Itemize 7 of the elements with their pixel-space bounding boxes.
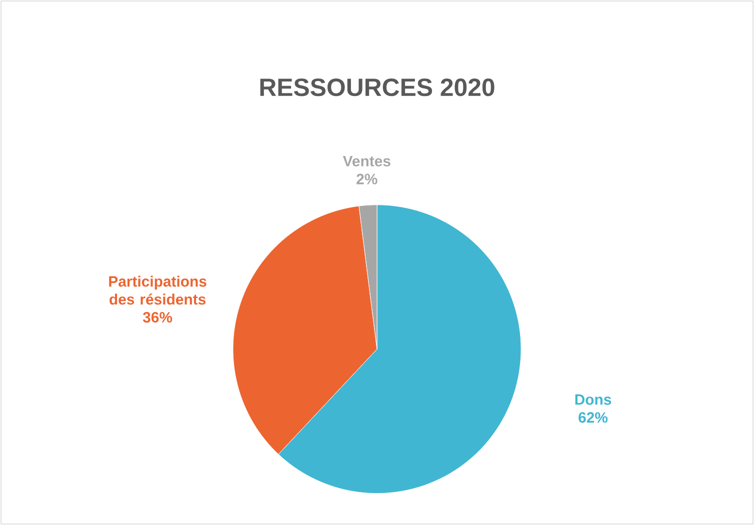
- data-label: 2%: [356, 174, 378, 184]
- slice-label: Dons: [575, 394, 612, 405]
- data-label: 36%: [142, 312, 172, 323]
- chart-title: RESSOURCES 2020: [260, 78, 494, 96]
- data-label: 62%: [578, 412, 608, 423]
- slice-label: Ventes: [342, 156, 390, 166]
- slice-label: Participations des résidents: [109, 276, 206, 305]
